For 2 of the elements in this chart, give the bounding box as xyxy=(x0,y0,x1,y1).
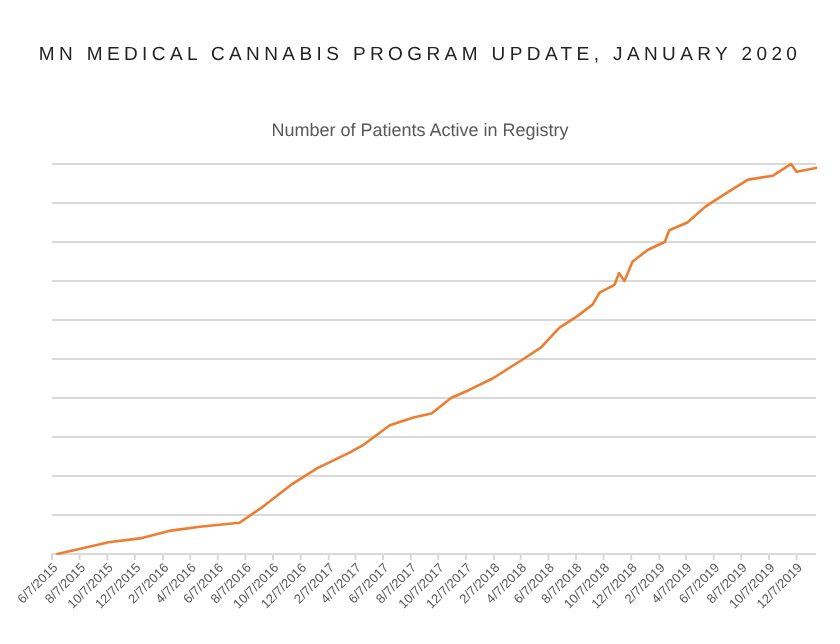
chart-subtitle: Number of Patients Active in Registry xyxy=(271,120,570,140)
chart-title: MN MEDICAL CANNABIS PROGRAM UPDATE, JANUARY 2020 xyxy=(38,44,802,66)
